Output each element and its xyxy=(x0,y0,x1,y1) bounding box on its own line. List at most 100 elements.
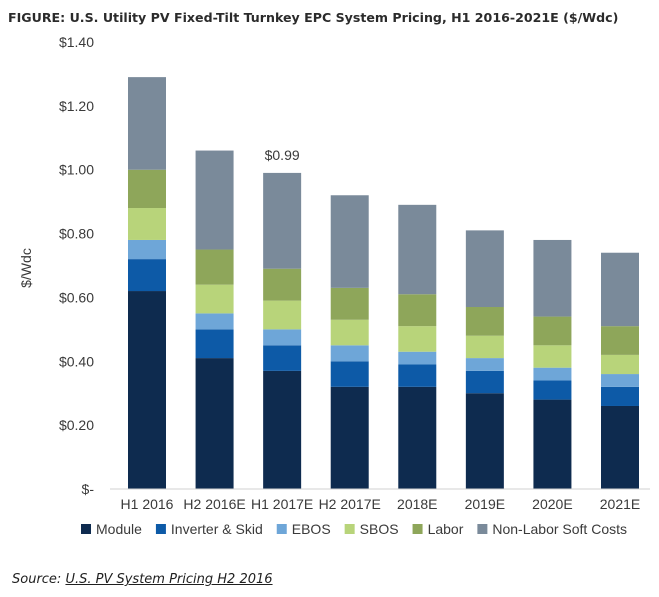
chart-title: FIGURE: U.S. Utility PV Fixed-Tilt Turnk… xyxy=(8,10,619,25)
y-tick-label: $1.00 xyxy=(59,162,94,178)
x-tick-label: H1 2016 xyxy=(121,496,174,512)
bar-segment xyxy=(195,249,234,285)
bar-segment xyxy=(263,268,302,301)
bar-stack xyxy=(195,150,234,489)
legend-item: SBOS xyxy=(344,521,399,537)
source-prefix: Source: xyxy=(12,572,66,587)
bar-segment xyxy=(195,329,234,359)
bar-segment xyxy=(195,358,234,489)
bar-segment xyxy=(533,345,572,368)
annotations: $0.99 xyxy=(265,147,300,163)
x-tick-label: 2019E xyxy=(465,496,505,512)
x-tick-label: 2018E xyxy=(397,496,437,512)
legend-item: Module xyxy=(81,521,142,537)
legend-item: EBOS xyxy=(276,521,331,537)
bar-segment xyxy=(195,313,234,330)
x-tick-label: 2021E xyxy=(600,496,640,512)
y-axis: $- $0.20 $0.40 $0.60 $0.80 $1.00 $1.20 $1.40 xyxy=(59,34,94,497)
bar-segment xyxy=(465,307,504,336)
bar-segment xyxy=(601,326,639,355)
bar-segment xyxy=(465,335,504,359)
bar-segment xyxy=(195,150,234,250)
y-tick-label: $0.20 xyxy=(59,417,94,433)
bar-stack xyxy=(263,172,302,489)
bar-segment xyxy=(601,386,639,406)
bar-segment xyxy=(330,345,369,362)
bar-segment xyxy=(128,169,166,209)
bar-segment xyxy=(330,386,369,489)
bar-segment xyxy=(398,364,437,387)
x-axis: H1 2016 H2 2016E H1 2017E H2 2017E 2018E 2019… xyxy=(110,488,650,512)
y-tick-label: $0.80 xyxy=(59,226,94,242)
bar-segment xyxy=(398,351,437,365)
x-tick-label: H1 2017E xyxy=(251,496,313,512)
legend-item: Non-Labor Soft Costs xyxy=(477,521,627,537)
bar-segment xyxy=(330,361,369,387)
bar-stack xyxy=(330,195,369,489)
bar-segment xyxy=(465,230,504,308)
bar-segment xyxy=(398,204,437,295)
legend-swatch xyxy=(81,524,91,534)
bar-segment xyxy=(263,345,302,371)
x-tick-label: 2020E xyxy=(532,496,572,512)
bar-segment xyxy=(195,284,234,314)
bar-stack xyxy=(128,77,166,489)
bar-segment xyxy=(263,370,302,489)
legend-item: Inverter & Skid xyxy=(155,521,263,537)
x-tick-label: H2 2016E xyxy=(183,496,245,512)
y-axis-label: $/Wdc xyxy=(18,248,34,288)
bar-segment xyxy=(601,374,639,387)
bar-segment xyxy=(263,300,302,330)
bar-segment xyxy=(128,208,166,240)
y-tick-label: $1.20 xyxy=(59,98,94,114)
legend-label: Module xyxy=(96,521,142,537)
bar-segment xyxy=(263,172,302,269)
stacked-bar-chart: $- $0.20 $0.40 $0.60 $0.80 $1.00 $1.20 $1.40 H1… xyxy=(18,34,650,537)
source-link[interactable]: U.S. PV System Pricing H2 2016 xyxy=(65,572,273,587)
bar-segment xyxy=(533,239,572,317)
source-note: Source: U.S. PV System Pricing H2 2016 xyxy=(12,572,273,587)
bar-stack xyxy=(398,204,437,489)
legend-swatch xyxy=(412,524,423,534)
bar-segment xyxy=(128,259,166,292)
bar-segment xyxy=(128,239,166,260)
bar-segment xyxy=(398,326,437,352)
legend-swatch xyxy=(477,524,488,534)
legend-label: SBOS xyxy=(360,521,399,537)
legend-swatch xyxy=(155,524,166,534)
y-tick-label: $0.40 xyxy=(59,353,94,369)
bar-segment xyxy=(398,294,437,327)
bar-segment xyxy=(330,319,369,346)
bar-segment xyxy=(465,393,504,489)
bar-segment xyxy=(533,316,572,346)
legend-swatch xyxy=(344,524,355,534)
bar-segment xyxy=(533,380,572,400)
bars xyxy=(128,77,639,489)
y-tick-label: $- xyxy=(82,481,95,497)
bar-segment xyxy=(128,77,166,170)
x-tick-label: H2 2017E xyxy=(319,496,381,512)
legend-label: Inverter & Skid xyxy=(171,521,263,537)
bar-segment xyxy=(398,386,437,489)
legend-label: Non-Labor Soft Costs xyxy=(492,521,627,537)
bar-segment xyxy=(601,252,639,327)
legend-label: Labor xyxy=(428,521,464,537)
legend-item: Labor xyxy=(412,521,464,537)
bar-stack xyxy=(465,230,504,489)
bar-segment xyxy=(263,329,302,346)
bar-segment xyxy=(533,399,572,489)
y-tick-label: $0.60 xyxy=(59,289,94,305)
legend-swatch xyxy=(276,524,287,534)
bar-segment xyxy=(533,367,572,381)
bar-segment xyxy=(601,354,639,375)
legend-label: EBOS xyxy=(292,521,331,537)
legend: Module Inverter & Skid EBOS SBOS Labor Non-La… xyxy=(81,521,627,537)
bar-segment xyxy=(128,291,166,489)
bar-stack xyxy=(601,252,639,489)
bar-segment xyxy=(330,195,369,288)
bar-segment xyxy=(330,287,369,320)
bar-segment xyxy=(465,358,504,371)
data-label: $0.99 xyxy=(265,147,300,163)
bar-segment xyxy=(465,370,504,394)
y-tick-label: $1.40 xyxy=(59,34,94,50)
